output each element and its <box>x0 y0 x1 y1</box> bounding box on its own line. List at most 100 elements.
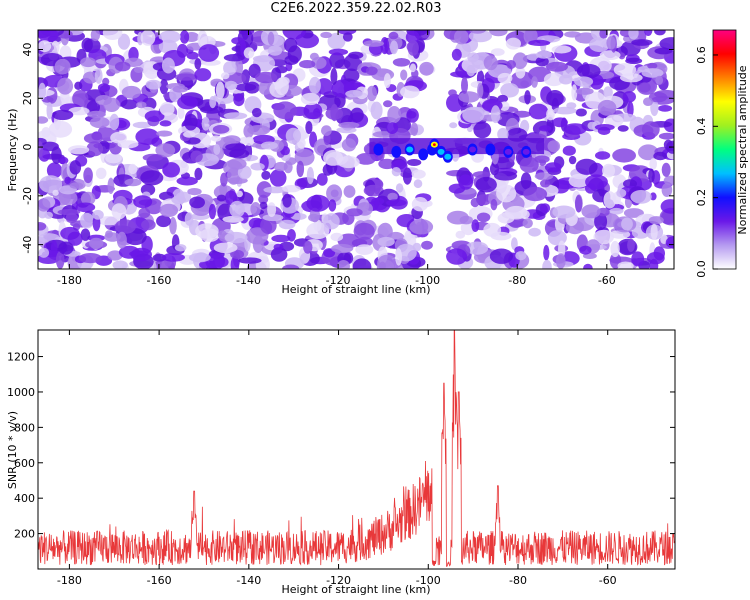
spectrogram-noise-cell <box>356 153 376 165</box>
spectrogram-noise-cell <box>44 211 53 219</box>
spectrogram-noise-cell <box>250 162 265 171</box>
spectrogram-noise-cell <box>38 247 50 258</box>
spectrogram-noise-cell <box>321 125 332 136</box>
spectral-blob <box>392 148 400 155</box>
spectrogram-noise-cell <box>370 101 383 120</box>
spectrogram-noise-cell <box>540 179 551 188</box>
spectrogram-noise-cell <box>223 112 248 120</box>
spectrogram-noise-cell <box>552 117 568 128</box>
spectrogram-noise-cell <box>421 240 433 250</box>
spectrogram-noise-cell <box>383 73 391 89</box>
spectrogram-noise-cell <box>387 192 398 201</box>
spectrogram-noise-cell <box>371 197 385 205</box>
spectrogram-noise-cell <box>654 30 666 36</box>
spectrogram-noise-cell <box>644 30 653 36</box>
spectrogram-noise-cell <box>226 167 241 185</box>
spectrogram-noise-cell <box>179 30 190 44</box>
spectrogram-noise-cell <box>215 81 225 100</box>
spectrogram-noise-cell <box>655 75 664 85</box>
spectrogram-noise-cell <box>579 245 592 255</box>
spectrogram-noise-cell <box>392 58 411 67</box>
spectral-blob <box>504 148 512 155</box>
spectrogram-noise-cell <box>220 172 228 187</box>
spectrogram-noise-cell <box>402 167 412 185</box>
spectrogram-noise-cell <box>338 121 360 129</box>
spectrogram-noise-cell <box>544 162 562 173</box>
spectrogram-noise-cell <box>323 248 336 258</box>
spectrogram-noise-cell <box>194 68 212 82</box>
spectrogram-noise-cell <box>451 48 462 61</box>
spectrogram-noise-cell <box>267 45 283 56</box>
spectrogram-x-tick-label: -60 <box>598 274 616 287</box>
spectrogram-noise-cell <box>522 218 533 229</box>
spectrogram-noise-cell <box>377 254 397 269</box>
spectrogram-noise-cell <box>194 167 203 181</box>
colorbar <box>712 29 737 270</box>
spectrogram-noise-cell <box>658 132 674 140</box>
spectral-blob <box>406 146 414 153</box>
spectrogram-noise-cell <box>194 58 202 70</box>
spectrogram-noise-cell <box>55 251 65 269</box>
spectrogram-noise-cell <box>622 91 636 103</box>
spectrogram-y-axis-label: Frequency (Hz) <box>6 109 19 192</box>
spectrogram-y-tick-label: 0 <box>21 144 34 151</box>
spectrogram-noise-cell <box>597 126 611 135</box>
spectrogram-noise-cell <box>90 30 101 42</box>
spectrogram-noise-cell <box>543 72 564 87</box>
spectrogram-noise-cell <box>648 216 664 225</box>
spectrogram-noise-cell <box>388 31 399 40</box>
spectrogram-noise-cell <box>155 143 176 158</box>
spectrogram-noise-cell <box>67 231 83 246</box>
spectrogram-noise-cell <box>263 186 288 194</box>
spectrogram-noise-cell <box>534 172 554 181</box>
spectrogram-noise-cell <box>81 37 93 53</box>
spectrogram-noise-cell <box>86 141 104 157</box>
spectrogram-noise-cell <box>631 39 653 46</box>
spectrogram-noise-cell <box>86 100 101 114</box>
spectrogram-noise-cell <box>159 79 169 95</box>
spectrogram-noise-cell <box>162 162 181 178</box>
spectrogram-noise-cell <box>69 160 82 175</box>
spectrogram-noise-cell <box>174 244 187 252</box>
spectrogram-noise-cell <box>659 37 674 51</box>
spectrogram-noise-cell <box>511 237 518 251</box>
spectrogram-noise-cell <box>261 170 271 180</box>
spectrogram-noise-cell <box>568 173 590 188</box>
spectrogram-noise-cell <box>130 247 152 262</box>
spectrogram-noise-cell <box>259 201 268 210</box>
spectrogram-noise-cell <box>505 205 528 220</box>
spectrogram-noise-cell <box>568 155 577 165</box>
spectrogram-noise-cell <box>284 37 298 53</box>
spectrogram-noise-cell <box>316 173 328 186</box>
spectrogram-noise-cell <box>493 171 518 181</box>
spectrogram-noise-cell <box>159 120 172 127</box>
spectrogram-noise-cell <box>604 199 615 209</box>
spectrogram-noise-cell <box>546 61 568 72</box>
spectrogram-noise-cell <box>543 244 550 261</box>
spectrogram-noise-cell <box>400 85 420 99</box>
spectrogram-noise-cell <box>225 190 238 206</box>
spectrogram-noise-cell <box>296 160 305 178</box>
spectrogram-noise-cell <box>251 107 262 118</box>
spectrogram-noise-cell <box>270 247 288 262</box>
spectrogram-noise-cell <box>665 236 674 249</box>
spectrogram-noise-cell <box>133 195 153 209</box>
spectrogram-noise-cell <box>546 108 555 121</box>
spectrogram-noise-cell <box>244 81 260 94</box>
spectrogram-noise-cell <box>449 122 458 129</box>
spectrogram-noise-cell <box>630 190 652 204</box>
spectrogram-noise-cell <box>552 205 576 219</box>
snr-x-tick-label: -100 <box>416 574 441 587</box>
spectrogram-noise-cell <box>114 61 131 72</box>
spectrogram-noise-cell <box>446 248 468 265</box>
spectrogram-noise-cell <box>82 71 99 84</box>
spectrogram-noise-cell <box>323 133 331 146</box>
spectrogram-noise-cell <box>159 191 174 201</box>
spectrogram-noise-cell <box>528 227 541 237</box>
spectrogram-noise-cell <box>187 188 202 196</box>
spectrogram-noise-cell <box>238 257 262 264</box>
spectrogram-noise-cell <box>387 106 402 124</box>
spectrogram-y-tick-label: -40 <box>21 236 34 254</box>
spectrogram-noise-cell <box>505 37 521 50</box>
spectrogram-noise-cell <box>623 208 644 218</box>
